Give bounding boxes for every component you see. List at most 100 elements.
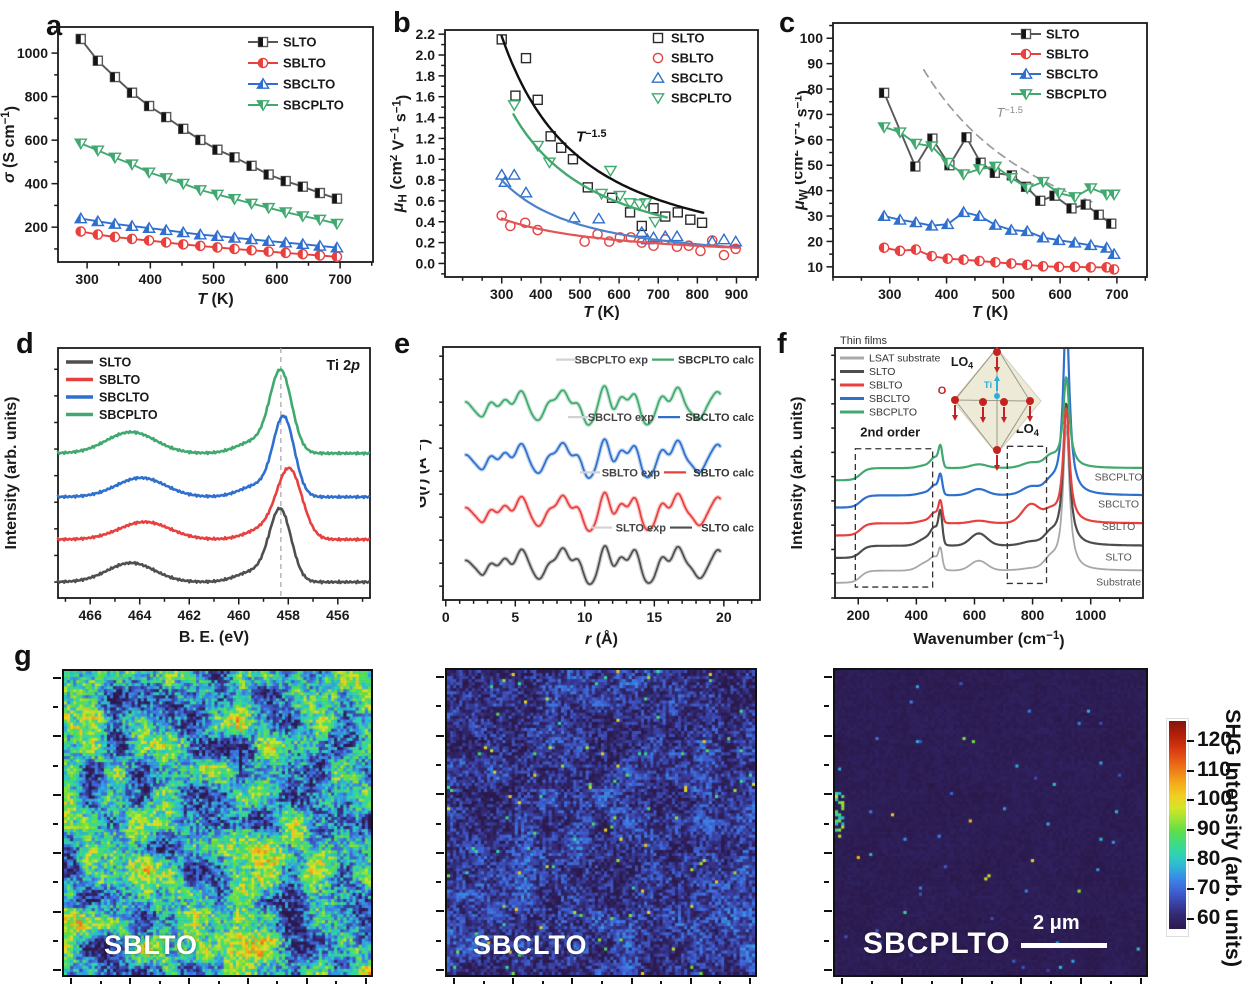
svg-text:T−1.5: T−1.5 (997, 105, 1023, 120)
svg-text:0.2: 0.2 (416, 235, 436, 251)
svg-text:600: 600 (607, 286, 631, 302)
svg-text:300: 300 (75, 271, 99, 287)
colorbar-tick (1187, 918, 1194, 921)
chart-xps-ti2p: 466 464 462 460 458 456 B. E. (eV) Intensity (a… (3, 347, 371, 646)
svg-text:Intensity (arb. units): Intensity (arb. units) (3, 397, 20, 550)
map-tick (335, 981, 338, 984)
svg-text:0.6: 0.6 (416, 193, 436, 209)
map-tick (158, 981, 161, 984)
svg-text:Wavenumber (cm−1): Wavenumber (cm−1) (913, 630, 1064, 650)
svg-text:600: 600 (25, 132, 49, 148)
map-tick (1080, 978, 1083, 984)
map-tick (990, 981, 993, 984)
map-tick (1020, 978, 1023, 984)
map-tick (436, 968, 444, 971)
colorbar-tick-label: 60 (1197, 906, 1221, 930)
svg-text:10: 10 (577, 609, 593, 625)
svg-text:400: 400 (935, 286, 959, 302)
svg-text:SBLTO: SBLTO (869, 380, 902, 392)
svg-text:800: 800 (25, 89, 49, 105)
map-tick (436, 676, 444, 679)
colorbar (1166, 718, 1189, 937)
svg-text:SBCLTO: SBCLTO (283, 77, 335, 92)
svg-text:SBCLTO: SBCLTO (869, 393, 910, 405)
panel-letter-c: c (779, 7, 796, 39)
map-tick (53, 881, 58, 884)
svg-text:600: 600 (265, 271, 289, 287)
colorbar-tick (1187, 858, 1194, 861)
svg-text:600: 600 (963, 607, 987, 623)
chart-raman: 200 400 600 800 1000 Wavenumber (cm−1) Intensi… (790, 335, 1144, 650)
svg-text:0.4: 0.4 (416, 214, 436, 230)
colorbar-tick-label: 80 (1197, 846, 1221, 870)
svg-text:T (K): T (K) (972, 304, 1008, 320)
svg-text:1.4: 1.4 (416, 110, 436, 126)
svg-text:700: 700 (328, 271, 352, 287)
svg-text:500: 500 (202, 271, 226, 287)
svg-text:SBLTO: SBLTO (99, 373, 140, 387)
map-tick (364, 978, 367, 984)
map-tick (53, 735, 61, 738)
map-tick (436, 881, 441, 884)
colorbar-tick (1187, 769, 1194, 772)
svg-text:800: 800 (686, 286, 710, 302)
svg-text:458: 458 (277, 607, 301, 623)
map-tick (436, 793, 444, 796)
svg-text:B. E. (eV): B. E. (eV) (179, 629, 249, 646)
svg-text:40: 40 (807, 183, 823, 199)
svg-text:SBCPLTO: SBCPLTO (671, 91, 732, 106)
svg-text:SLTO: SLTO (671, 31, 704, 46)
chart-pdf-gr: 0 5 10 15 20 r (Å) G(r) (Å−2) SBCPLTO calc SBCPL… (420, 346, 761, 648)
colorbar-tick (1187, 828, 1194, 831)
svg-text:T (K): T (K) (197, 291, 233, 308)
chart-conductivity: 300 400 500 600 700 200 400 600 800 1000 T (K) σ (S… (0, 26, 374, 308)
map-tick (512, 978, 515, 984)
map-tick (436, 851, 444, 854)
map-tick (53, 706, 58, 709)
svg-text:SLTO: SLTO (1105, 551, 1131, 563)
svg-text:90: 90 (807, 56, 823, 72)
svg-text:464: 464 (128, 607, 152, 623)
map-tick (719, 981, 722, 984)
svg-text:20: 20 (807, 233, 823, 249)
svg-text:1.8: 1.8 (416, 68, 436, 84)
svg-text:T (K): T (K) (583, 304, 619, 320)
svg-text:1000: 1000 (1075, 607, 1106, 623)
svg-text:300: 300 (878, 286, 902, 302)
map-tick (129, 978, 132, 984)
shg-map-sblto: SBLTO (53, 669, 373, 984)
svg-text:SBCPLTO: SBCPLTO (283, 98, 344, 113)
svg-text:20: 20 (716, 609, 732, 625)
svg-text:SBLTO exp: SBLTO exp (602, 467, 661, 479)
map-tick (630, 978, 633, 984)
map-tick (824, 793, 832, 796)
shg-map-sbcplto-label: SBCPLTO (863, 927, 1011, 960)
svg-text:200: 200 (847, 607, 871, 623)
svg-text:T−1.5: T−1.5 (576, 128, 607, 146)
svg-text:Thin films: Thin films (840, 335, 888, 347)
map-tick (53, 968, 61, 971)
colorbar-tick-label: 70 (1197, 876, 1221, 900)
shg-map-sbcplto: SBCPLTO 2 μm (824, 668, 1148, 984)
map-tick (748, 978, 751, 984)
svg-text:SBCPLTO exp: SBCPLTO exp (574, 355, 648, 367)
map-tick (188, 978, 191, 984)
map-tick (436, 734, 444, 737)
svg-text:2.0: 2.0 (416, 47, 436, 63)
svg-text:2.2: 2.2 (416, 26, 436, 42)
shg-map-sbclto-canvas (447, 670, 755, 975)
svg-text:SBCPLTO: SBCPLTO (99, 408, 158, 422)
svg-text:400: 400 (139, 271, 163, 287)
map-tick (276, 981, 279, 984)
map-tick (689, 978, 692, 984)
colorbar-tick-label: 110 (1197, 757, 1231, 781)
svg-text:SBCPLTO: SBCPLTO (869, 407, 917, 419)
colorbar-tick-label: 120 (1197, 727, 1233, 751)
svg-text:LO4: LO4 (951, 355, 973, 371)
map-tick (824, 822, 829, 825)
svg-text:1000: 1000 (17, 45, 48, 61)
shg-map-sbclto-label: SBCLTO (473, 930, 588, 960)
svg-text:μW (cm2 V−1 s−1): μW (cm2 V−1 s−1) (795, 90, 812, 211)
svg-text:SBLTO: SBLTO (1102, 521, 1135, 533)
map-tick (53, 910, 61, 913)
